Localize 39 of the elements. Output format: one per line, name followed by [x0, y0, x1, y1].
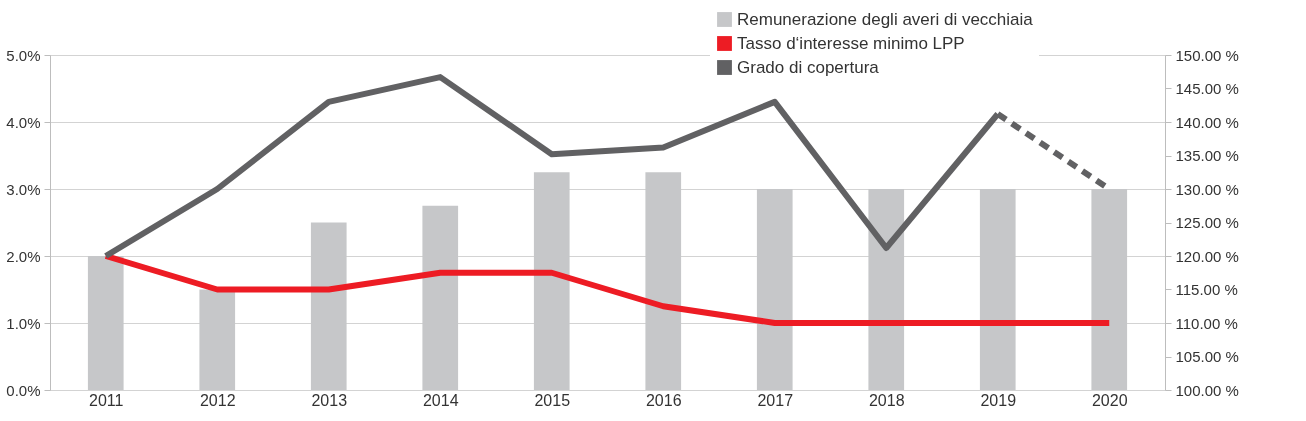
bar: [756, 189, 793, 390]
y-tick-label: 5.0%: [6, 46, 41, 64]
y2-tick-label: 115.00 %: [1175, 281, 1238, 298]
x-tick-label: 2014: [422, 391, 459, 409]
x-tick-label: 2016: [645, 391, 682, 409]
x-tick-label: 2017: [757, 391, 794, 409]
y2-tick-label: 140.00 %: [1175, 113, 1239, 131]
bar: [199, 289, 236, 390]
bar: [422, 205, 459, 390]
y-tick-label: 1.0%: [6, 314, 41, 332]
bar: [310, 222, 347, 390]
y2-tick-label: 105.00 %: [1175, 348, 1239, 365]
bar: [533, 172, 570, 390]
y-tick-label: 4.0%: [6, 113, 41, 131]
bar: [645, 172, 682, 390]
y2-tick-label: 110.00 %: [1175, 314, 1238, 332]
legend-label: Tasso d‘interesse minimo LPP: [737, 33, 965, 53]
x-tick-label: 2020: [1091, 391, 1128, 409]
legend-label: Grado di copertura: [737, 57, 880, 77]
y-tick-label: 3.0%: [6, 180, 41, 198]
bar: [87, 256, 124, 390]
y2-tick-label: 145.00 %: [1175, 80, 1239, 97]
legend-label: Remunerazione degli averi di vecchiaia: [737, 9, 1034, 29]
x-tick-label: 2018: [868, 391, 905, 409]
bar: [1091, 189, 1128, 390]
y-tick-label: 0.0%: [6, 381, 41, 399]
y2-tick-label: 125.00 %: [1175, 214, 1239, 231]
y2-tick-label: 100.00 %: [1175, 381, 1239, 399]
x-tick-label: 2015: [534, 391, 571, 409]
y2-tick-label: 135.00 %: [1175, 147, 1239, 164]
bar: [868, 189, 905, 390]
y2-tick-label: 150.00 %: [1175, 46, 1239, 64]
x-tick-label: 2013: [311, 391, 348, 409]
y2-tick-label: 120.00 %: [1175, 247, 1239, 265]
y2-tick-label: 130.00 %: [1175, 180, 1239, 198]
x-tick-label: 2012: [199, 391, 236, 409]
y-tick-label: 2.0%: [6, 247, 41, 265]
x-tick-label: 2019: [980, 391, 1017, 409]
x-tick-label: 2011: [89, 391, 124, 409]
